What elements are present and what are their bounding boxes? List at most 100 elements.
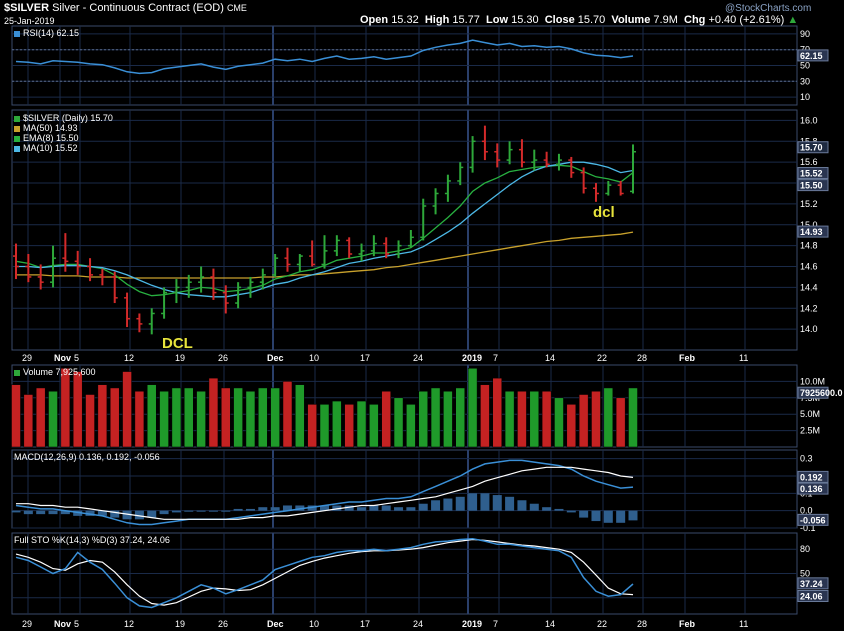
volume-bar — [233, 387, 243, 448]
price-bar — [222, 285, 229, 314]
price-bar — [568, 156, 575, 178]
volume-bar — [406, 404, 416, 448]
y-tick-label: 10 — [800, 92, 810, 102]
sto-d-last-label-badge — [797, 590, 829, 603]
macd-histogram-bar — [295, 505, 305, 511]
price-bar — [370, 235, 377, 257]
volume-bar — [467, 368, 478, 448]
volume-bar — [221, 387, 231, 448]
rsi-last-label: 62.15 — [800, 51, 823, 61]
price-last-close-badge — [797, 141, 829, 154]
volume-bar — [332, 400, 342, 448]
macd-histogram-bar — [455, 496, 465, 511]
price-bar — [87, 258, 94, 282]
price-bar — [555, 153, 562, 171]
ma50-swatch-icon — [14, 125, 20, 132]
volume-bar — [628, 387, 638, 448]
macd-histogram-bar — [122, 510, 132, 520]
price-bar — [395, 240, 402, 259]
macd-histogram-bar — [36, 510, 46, 515]
volume-bar — [381, 390, 391, 448]
volume-bar — [591, 390, 601, 448]
macd-signal-last-label: 0.192 — [800, 472, 823, 482]
macd-histogram-bar — [505, 496, 515, 511]
volume-bar — [270, 387, 280, 448]
y-tick-label: 10.0M — [800, 376, 825, 386]
y-tick-label: 30 — [800, 76, 810, 86]
x-tick-label: 29 — [22, 353, 32, 363]
macd-histogram-bar — [60, 510, 70, 515]
macd-histogram-bar — [258, 507, 268, 511]
volume-bar — [554, 397, 564, 448]
ema8-swatch-icon — [14, 135, 20, 142]
macd-histogram-bar — [332, 505, 342, 511]
macd-histogram-bar — [443, 498, 453, 511]
macd-histogram-bar — [171, 510, 181, 513]
volume-legend: Volume 7,925,600 — [14, 367, 96, 377]
x-tick-label: Feb — [679, 353, 696, 363]
ema8-last-label: 15.50 — [800, 181, 823, 191]
volume-bar — [566, 404, 577, 448]
volume-bar — [146, 384, 157, 448]
price-bar — [383, 237, 390, 259]
ma50-legend: MA(50) 14.93 — [14, 123, 78, 133]
dcl-annotation-upper: DCL — [162, 335, 193, 352]
volume-bar — [35, 387, 46, 448]
price-bar — [432, 188, 439, 215]
x-tick-label-bottom: 2019 — [462, 619, 482, 629]
y-tick-label: 14.4 — [800, 282, 818, 292]
y-tick-label: 5.0M — [800, 409, 820, 419]
volume-swatch-icon — [14, 369, 20, 376]
volume-bar — [295, 384, 305, 448]
x-tick-label-bottom: 10 — [309, 619, 319, 629]
price-bar — [173, 279, 180, 304]
sto-legend: Full STO %K(14,3) %D(3) 37.24, 24.06 — [14, 535, 170, 545]
macd-histogram-bar — [184, 510, 194, 512]
volume-bar — [122, 371, 132, 448]
y-tick-label: 2.5M — [800, 426, 820, 436]
price-bar — [259, 268, 266, 290]
price-bar — [99, 268, 106, 286]
x-tick-label: Dec — [267, 353, 284, 363]
x-tick-label: 7 — [493, 353, 498, 363]
x-tick-label: Nov — [54, 353, 71, 363]
price-bar — [161, 287, 168, 319]
macd-signal-line — [16, 466, 634, 520]
volume-bar — [307, 404, 317, 448]
ma10-last-label-badge — [797, 167, 829, 180]
price-bar — [481, 125, 488, 161]
high-value: 15.77 — [452, 14, 480, 26]
price-panel-frame — [11, 109, 798, 351]
volume-bar — [603, 387, 614, 448]
price-bar — [185, 274, 192, 298]
x-tick-label: 2019 — [462, 353, 482, 363]
macd-histogram-bar — [23, 510, 33, 515]
macd-histogram-bar — [196, 510, 206, 512]
volume-value: 7.9M — [653, 14, 678, 26]
price-bar — [74, 250, 81, 275]
price-bar — [494, 143, 501, 168]
macd-histogram-bar — [233, 508, 243, 511]
macd-histogram-bar — [394, 507, 404, 511]
price-bar — [518, 139, 525, 168]
price-bar — [235, 282, 242, 309]
x-tick-label-bottom: 28 — [637, 619, 647, 629]
x-tick-label-bottom: 22 — [597, 619, 607, 629]
price-bar — [136, 313, 143, 333]
x-tick-label-bottom: 24 — [413, 619, 423, 629]
macd-histogram-bar — [159, 510, 169, 515]
rsi-legend: RSI(14) 62.15 — [14, 28, 79, 38]
sto-d-last-label: 24.06 — [800, 592, 823, 602]
sto-k-last-label-badge — [797, 577, 829, 590]
volume-bar — [11, 384, 21, 448]
macd-histogram-bar — [431, 500, 441, 511]
price-bar — [210, 268, 217, 300]
price-bar — [407, 230, 414, 248]
macd-histogram-bar — [603, 510, 613, 523]
volume-bar — [258, 387, 268, 448]
price-bar — [296, 254, 303, 272]
macd-line — [15, 459, 634, 526]
macd-histogram-bar — [480, 493, 490, 511]
price-bar — [333, 235, 340, 257]
rsi-line — [15, 39, 634, 75]
